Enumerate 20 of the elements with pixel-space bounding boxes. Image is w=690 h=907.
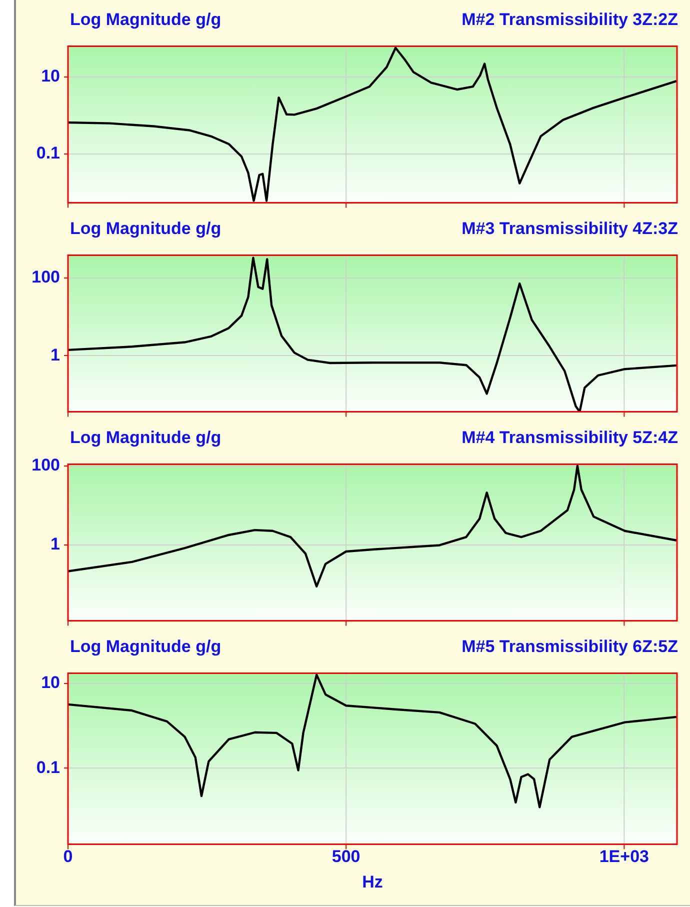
chart-title: M#4 Transmissibility 5Z:4Z: [462, 427, 678, 449]
y-tick-label: 10: [41, 66, 60, 86]
y-tick-label: 1: [50, 534, 60, 554]
chart-title: M#5 Transmissibility 6Z:5Z: [462, 636, 678, 658]
chart-title: M#3 Transmissibility 4Z:3Z: [462, 218, 678, 240]
chart-title: M#2 Transmissibility 3Z:2Z: [462, 9, 678, 31]
x-tick-label: 1E+03: [599, 847, 649, 866]
y-tick-label: 1: [50, 345, 60, 364]
y-tick-label: 100: [32, 456, 60, 475]
x-axis-title: Hz: [362, 872, 383, 892]
y-tick-label: 10: [41, 673, 60, 692]
y-tick-label: 0.1: [36, 758, 60, 777]
y-tick-label: 0.1: [36, 143, 60, 162]
y-axis-title: Log Magnitude g/g: [70, 218, 222, 240]
y-axis-title: Log Magnitude g/g: [70, 9, 222, 31]
x-tick-label: 500: [332, 847, 360, 866]
x-tick-label: 0: [63, 847, 73, 866]
y-tick-label: 100: [32, 267, 60, 286]
y-axis-title: Log Magnitude g/g: [70, 636, 222, 658]
y-axis-title: Log Magnitude g/g: [70, 427, 222, 449]
